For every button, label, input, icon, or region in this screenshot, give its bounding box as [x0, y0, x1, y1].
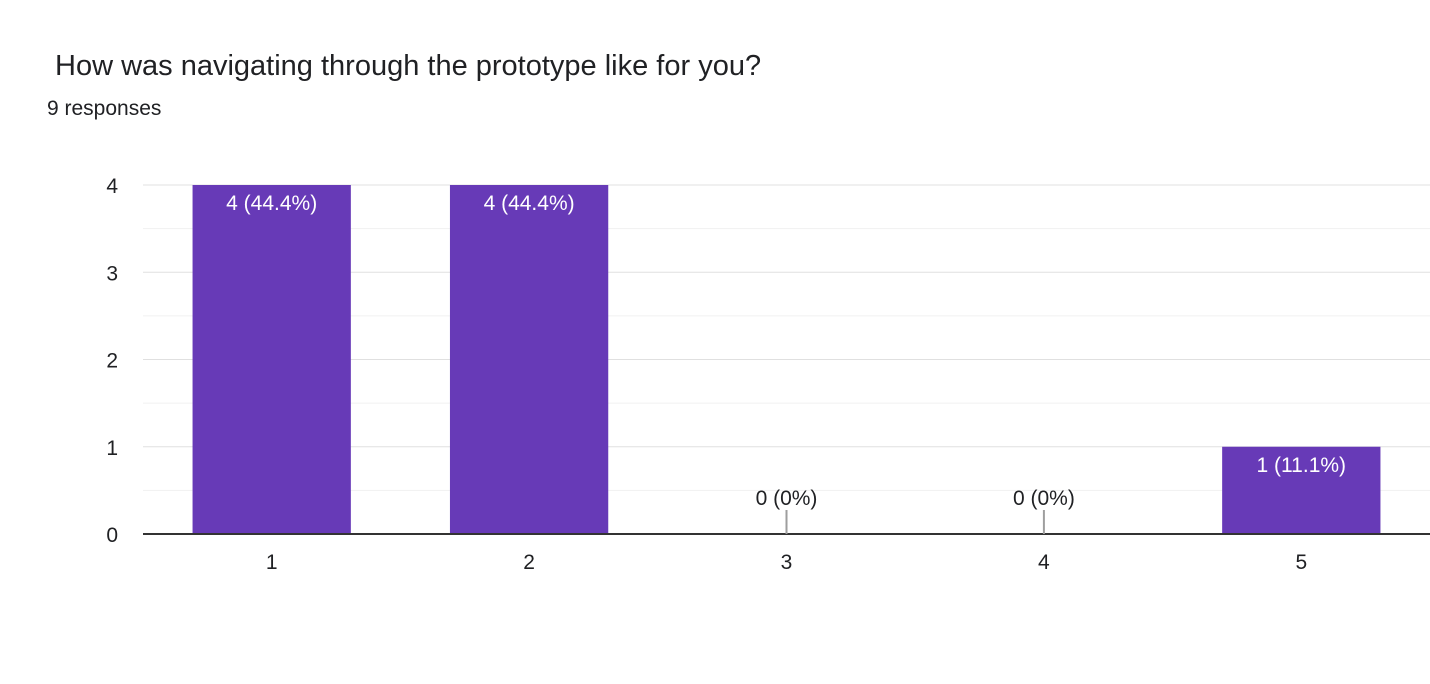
bar-1[interactable]	[192, 185, 351, 534]
response-count: 9 responses	[47, 97, 162, 120]
bar-2[interactable]	[449, 185, 609, 534]
y-tick-label: 1	[106, 437, 118, 460]
x-tick-label: 5	[1295, 551, 1307, 574]
bar-5[interactable]	[1222, 446, 1381, 534]
y-tick-label: 3	[106, 262, 118, 285]
y-tick-label: 2	[106, 350, 118, 373]
grid-layer	[143, 184, 1430, 491]
x-tick-label: 3	[781, 551, 793, 574]
bar-layer	[192, 185, 1381, 534]
data-label: 4 (44.4%)	[226, 192, 317, 215]
data-label: 1 (11.1%)	[1257, 454, 1347, 477]
x-tick-label: 1	[266, 551, 278, 574]
y-tick-label: 4	[106, 175, 118, 198]
question-title: How was navigating through the prototype…	[55, 50, 762, 82]
data-label: 0 (0%)	[1013, 487, 1075, 510]
data-label: 4 (44.4%)	[484, 192, 575, 215]
x-tick-label: 2	[523, 551, 535, 574]
data-label: 0 (0%)	[756, 487, 818, 510]
x-tick-label: 4	[1038, 551, 1050, 574]
y-tick-label: 0	[106, 524, 118, 547]
label-layer: 4 (44.4%) 4 (44.4%) 0 (0%) 0 (0%) 1 (11.1%)	[226, 192, 1346, 534]
